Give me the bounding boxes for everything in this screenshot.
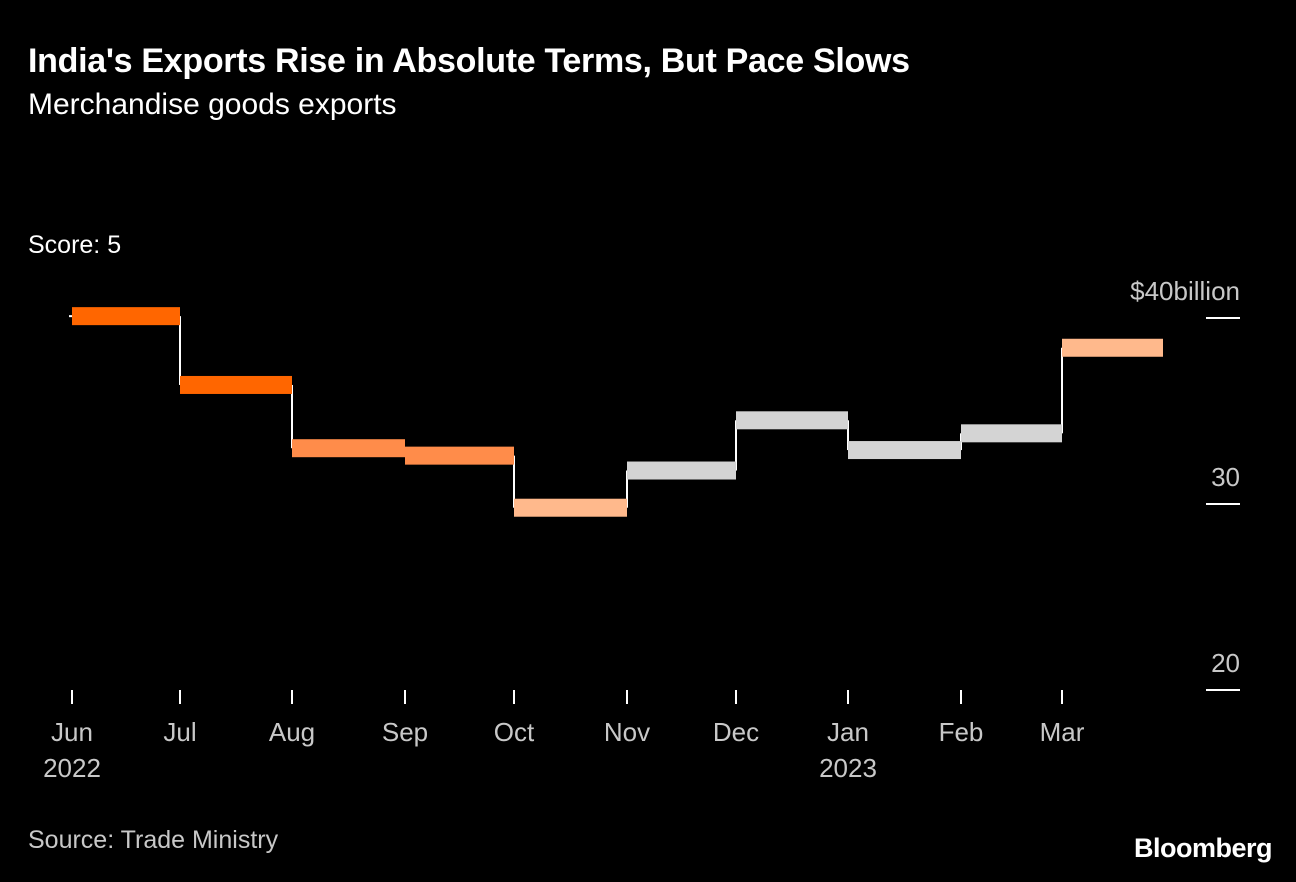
step-segment-dec: [736, 411, 848, 430]
chart-title: India's Exports Rise in Absolute Terms, …: [28, 42, 910, 80]
x-tick-label-oct: Oct: [494, 717, 535, 747]
step-segment-aug: [292, 439, 405, 458]
x-tick-label-jun: Jun: [51, 717, 93, 747]
step-segment-oct: [514, 498, 627, 517]
x-tick-label-nov: Nov: [604, 717, 650, 747]
step-segment-feb: [961, 424, 1062, 443]
x-tick-label-sep: Sep: [382, 717, 428, 747]
score-label: Score: 5: [28, 231, 122, 259]
x-tick-label-jan: Jan: [827, 717, 869, 747]
step-segment-sep: [405, 446, 514, 465]
x-tick-label-dec: Dec: [713, 717, 759, 747]
y-tick-label-20: 20: [1211, 648, 1240, 678]
x-tick-label-jul: Jul: [163, 717, 196, 747]
source-note: Source: Trade Ministry: [28, 826, 279, 854]
y-tick-label-40: $40billion: [1130, 276, 1240, 306]
chart-subtitle: Merchandise goods exports: [28, 88, 397, 121]
y-tick-label-30: 30: [1211, 462, 1240, 492]
step-segment-jul: [180, 375, 292, 394]
x-year-label-2022: 2022: [43, 753, 101, 783]
x-axis: Jun Jul Aug Sep Oct Nov Dec Jan Feb Mar 2022 2023: [43, 690, 1085, 783]
step-segment-mar: [1062, 338, 1163, 357]
step-segment-nov: [627, 461, 736, 480]
x-tick-label-feb: Feb: [939, 717, 984, 747]
x-tick-label-mar: Mar: [1040, 717, 1085, 747]
step-segment-jan: [848, 441, 961, 460]
step-connectors: [69, 315, 1063, 508]
bloomberg-logo: Bloomberg: [1133, 833, 1273, 863]
step-segments: [72, 307, 1163, 517]
x-year-label-2023: 2023: [819, 753, 877, 783]
y-axis: $40billion 30 20: [1130, 276, 1240, 691]
step-segment-jun: [72, 307, 180, 326]
x-tick-label-aug: Aug: [269, 717, 315, 747]
